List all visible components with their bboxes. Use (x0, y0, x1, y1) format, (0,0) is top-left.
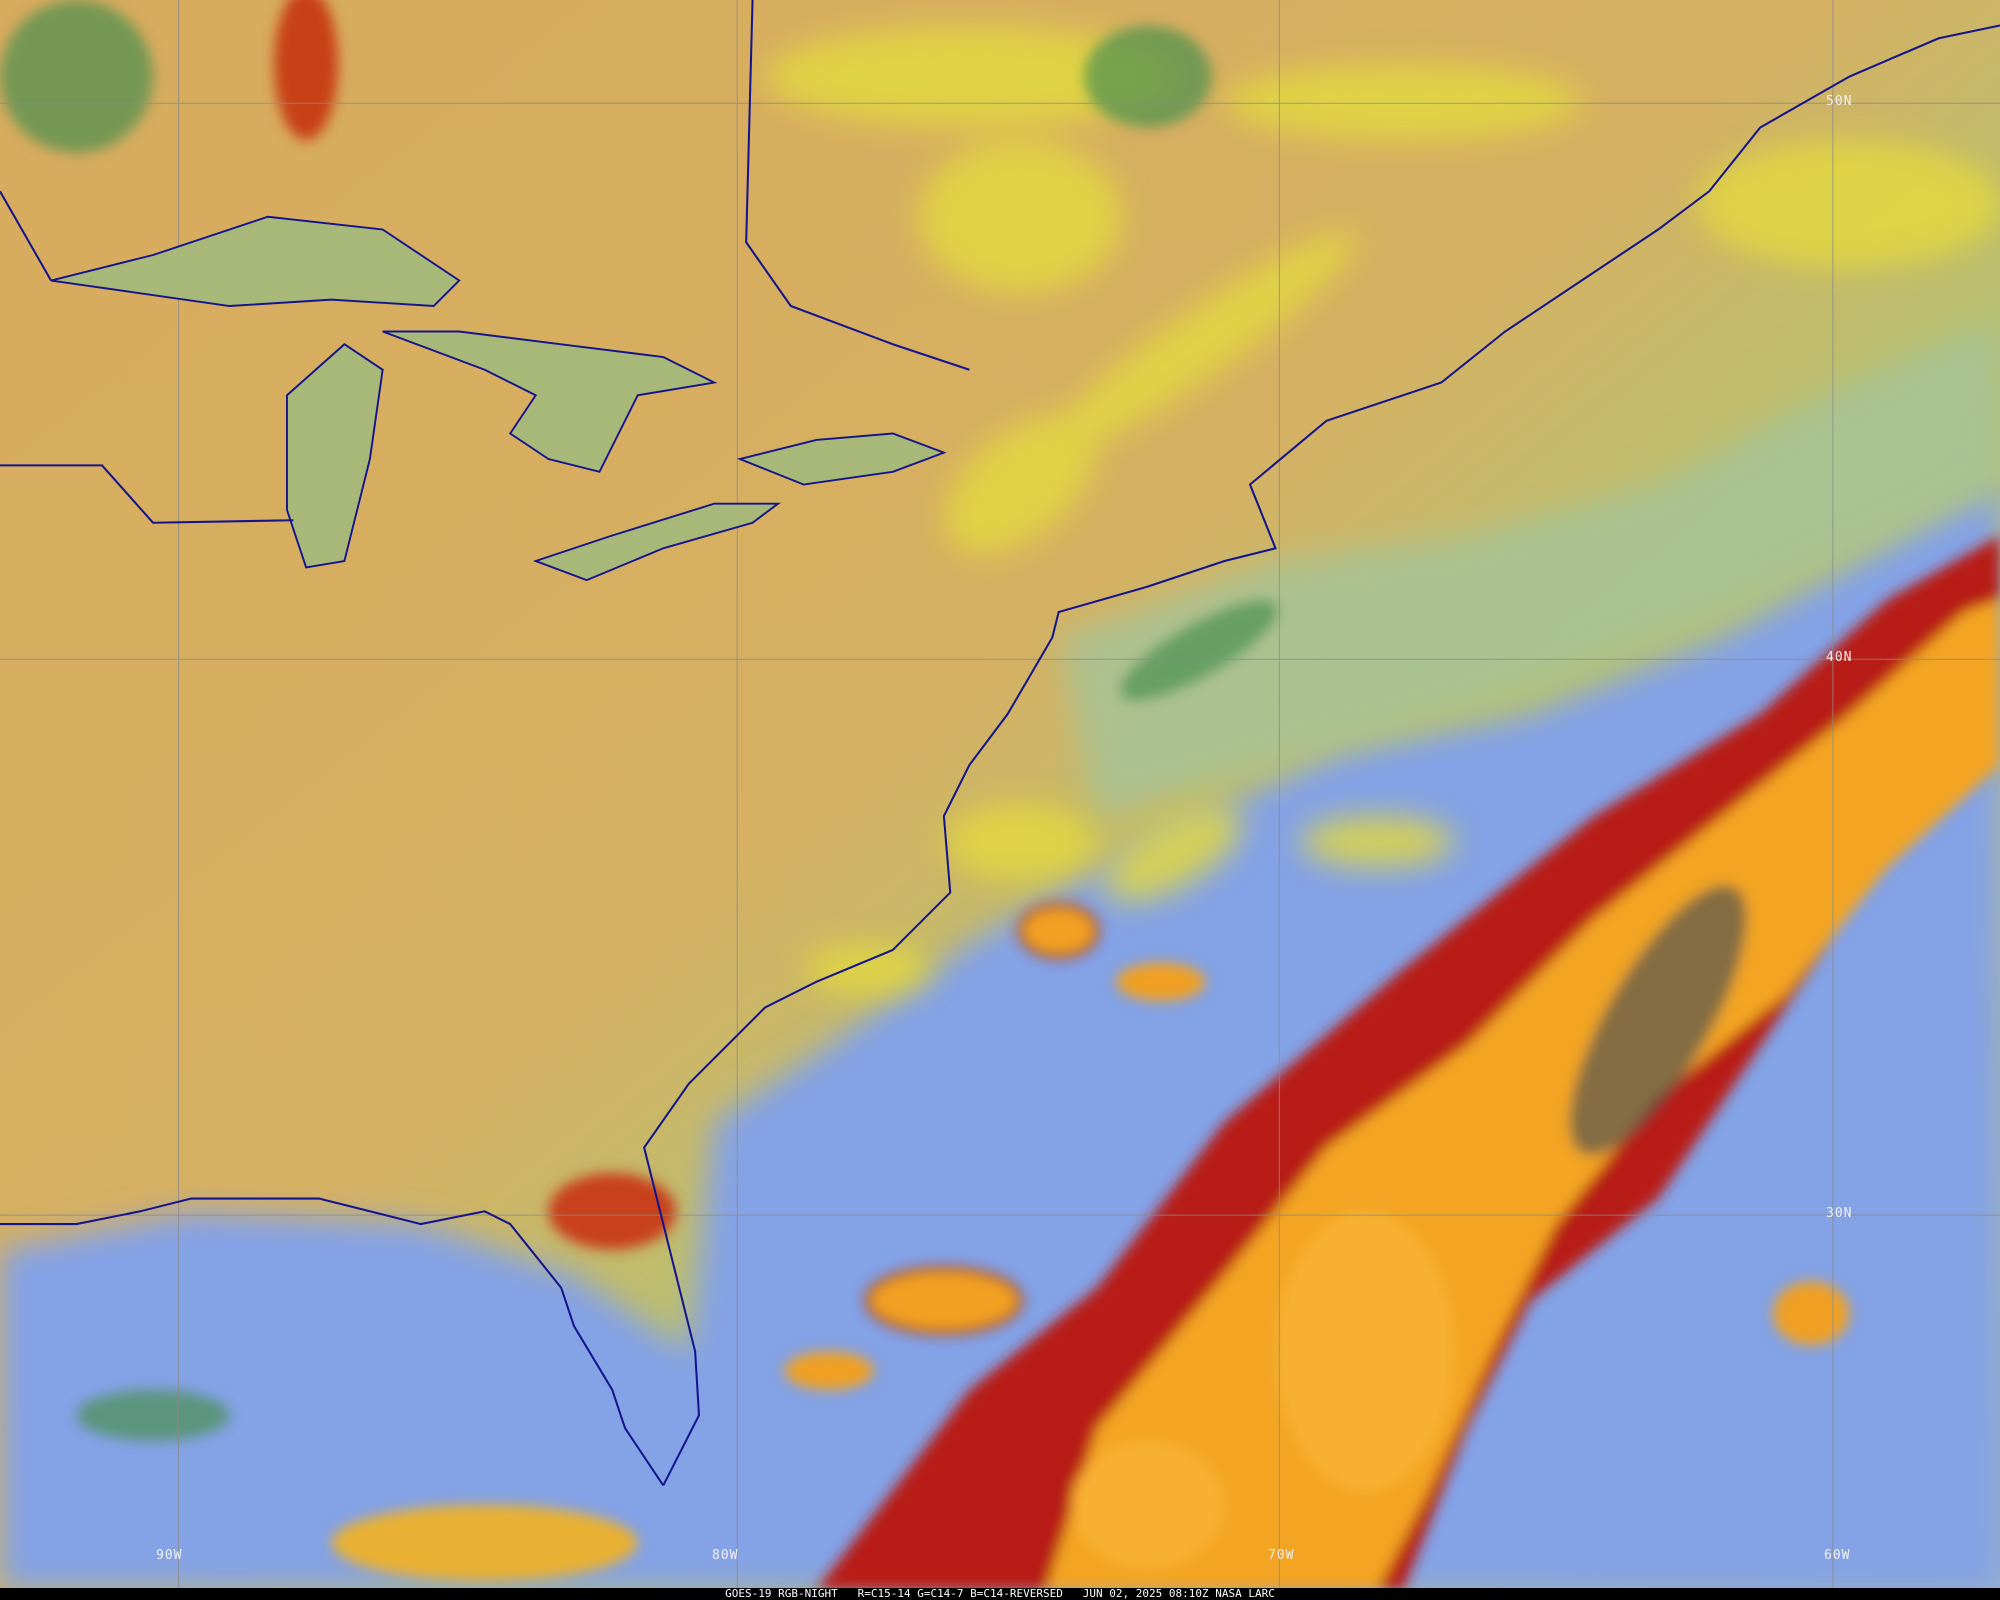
lat-label-50n: 50N (1826, 94, 1853, 109)
lat-label-30n: 30N (1826, 1206, 1853, 1221)
caption-channels: R=C15-14 G=C14-7 B=C14-REVERSED (857, 1587, 1063, 1600)
deep-convection (274, 0, 2000, 1590)
caption-source: NASA LARC (1215, 1587, 1275, 1600)
green-cloud-areas (0, 0, 1278, 1441)
lat-label-40n: 40N (1826, 650, 1853, 665)
ocean-north (1058, 318, 2000, 817)
gulf-coastline (0, 1197, 665, 1487)
caption-satellite: GOES-19 RGB-NIGHT (725, 1587, 838, 1600)
lon-label-60w: 60W (1824, 1548, 1851, 1563)
caption-timestamp: JUN 02, 2025 08:10Z (1082, 1587, 1209, 1600)
image-caption: GOES-19 RGB-NIGHT R=C15-14 G=C14-7 B=C14… (0, 1588, 2000, 1600)
canada-border (0, 190, 52, 282)
boundaries (0, 0, 2000, 1487)
lon-label-70w: 70W (1268, 1548, 1295, 1563)
east-coastline (643, 24, 2000, 1486)
lon-label-90w: 90W (156, 1548, 183, 1563)
canada-province-lines (745, 0, 970, 371)
lon-label-80w: 80W (712, 1548, 739, 1563)
great-lakes (50, 215, 947, 582)
state-lines (0, 464, 294, 524)
low-cloud-areas (765, 25, 2000, 995)
